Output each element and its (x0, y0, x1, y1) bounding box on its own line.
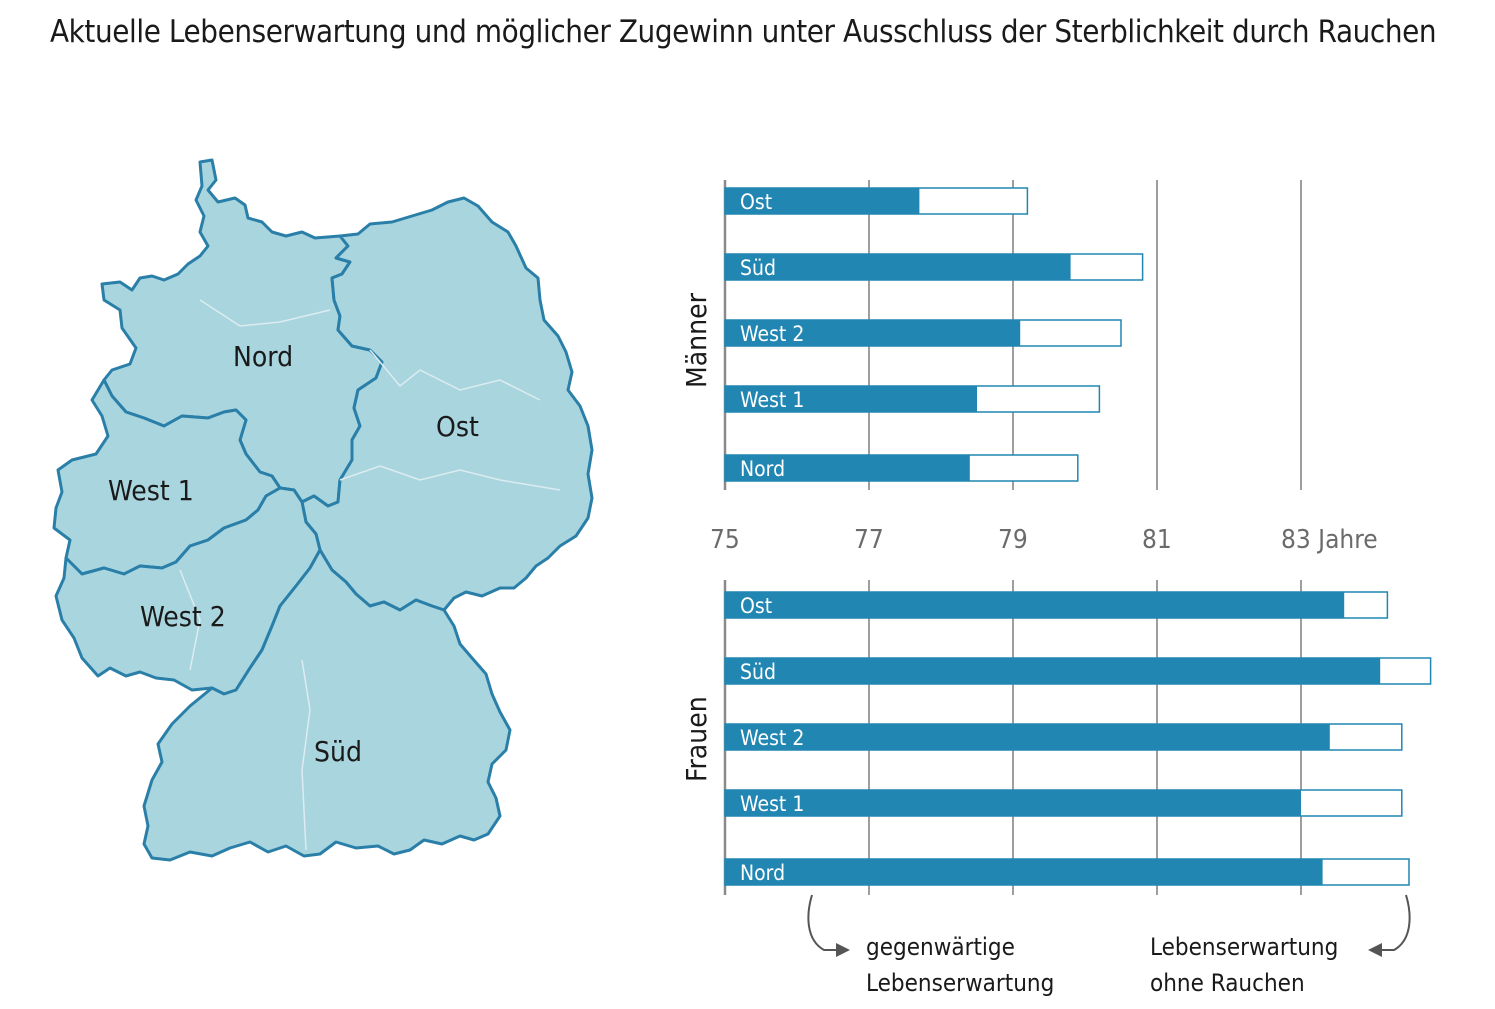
inner-borders (179, 299, 561, 851)
bar-category-label: Ost (740, 594, 772, 618)
bar-category-label: Süd (740, 256, 776, 280)
tick-label: 75 (710, 525, 740, 555)
bars: Ost Süd West 2 West 1 Nord Ost Süd West 2 West 1… (724, 187, 1432, 886)
bar-current (725, 658, 1381, 684)
tick-label: 77 (854, 525, 884, 555)
bar-current (725, 320, 1021, 346)
bar-current (725, 790, 1301, 816)
tick-label: 81 (1142, 525, 1172, 555)
axis-ticks: 75 77 79 81 83 Jahre (710, 525, 1378, 555)
bar-category-label: West 1 (740, 792, 804, 816)
life-expectancy-chart: Ost Süd West 2 West 1 Nord Ost Süd West 2 West 1… (680, 180, 1432, 997)
bar-current (725, 254, 1071, 280)
legend-arrow-current (807, 894, 840, 951)
bar-category-label: Nord (740, 861, 785, 885)
bar-category-label: Nord (740, 457, 785, 481)
bar-current (725, 188, 920, 214)
bar-current (725, 859, 1323, 885)
legend-without-text: Lebenserwartung (1150, 933, 1338, 961)
bar-category-label: West 1 (740, 388, 804, 412)
legend-arrowhead-without (1368, 943, 1382, 957)
bar-current (725, 455, 970, 481)
group-label-frauen: Frauen (680, 696, 713, 782)
legend-without-text: ohne Rauchen (1150, 969, 1305, 997)
legend-current-text: gegenwärtige (866, 933, 1015, 961)
legend-arrow-without (1378, 894, 1411, 951)
bar-category-label: Ost (740, 190, 772, 214)
tick-label: 83 Jahre (1281, 525, 1378, 555)
legend: gegenwärtige Lebenserwartung Lebenserwartu… (807, 894, 1411, 997)
bar-current (725, 724, 1330, 750)
region-label-west2: West 2 (140, 600, 226, 633)
bar-category-label: West 2 (740, 322, 804, 346)
region-label-ost: Ost (436, 410, 479, 443)
region-label-nord: Nord (233, 340, 293, 373)
region-ost (300, 196, 594, 612)
legend-arrowhead-current (836, 943, 850, 957)
bar-category-label: West 2 (740, 726, 804, 750)
group-label-maenner: Männer (680, 292, 713, 388)
region-label-west1: West 1 (108, 474, 194, 507)
bar-category-label: Süd (740, 660, 776, 684)
region-label-sued: Süd (314, 735, 362, 768)
bar-current (725, 386, 977, 412)
region-sued (142, 548, 512, 862)
tick-label: 79 (998, 525, 1028, 555)
legend-current-text: Lebenserwartung (866, 969, 1054, 997)
bar-current (725, 592, 1345, 618)
germany-map: Nord Ost West 1 West 2 Süd (52, 158, 594, 862)
page-title: Aktuelle Lebenserwartung und möglicher Z… (50, 14, 1437, 50)
